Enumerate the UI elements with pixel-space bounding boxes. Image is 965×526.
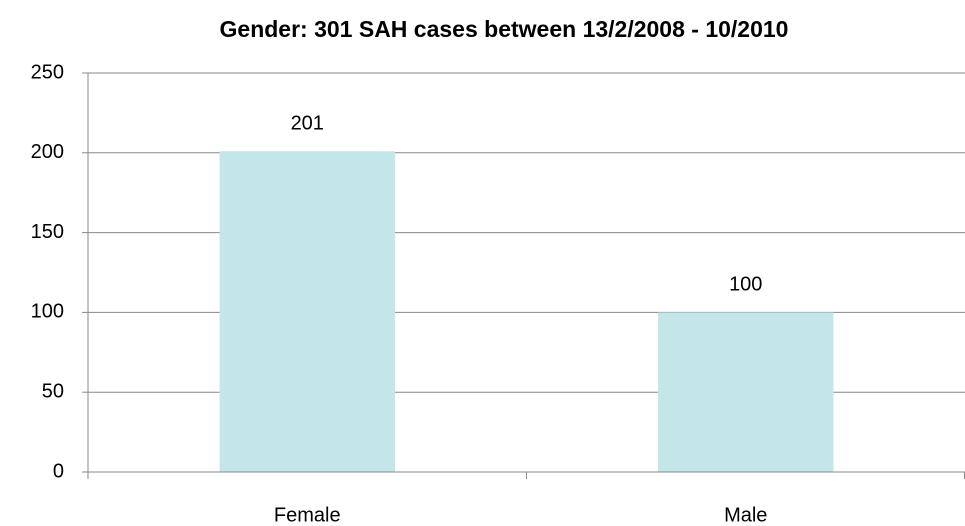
x-tick-label: Female: [274, 504, 341, 526]
data-label: 201: [291, 112, 324, 134]
chart-title: Gender: 301 SAH cases between 13/2/2008 …: [220, 16, 789, 42]
y-tick-label: 250: [31, 61, 64, 83]
bar: [219, 151, 395, 473]
x-tick-label: Male: [724, 504, 767, 526]
y-tick-label: 200: [31, 141, 64, 163]
y-tick-label: 100: [31, 301, 64, 323]
y-tick-label: 0: [53, 460, 64, 482]
y-tick-label: 150: [31, 221, 64, 243]
bar: [658, 312, 834, 472]
data-label: 100: [729, 274, 762, 296]
y-tick-label: 50: [42, 380, 64, 402]
